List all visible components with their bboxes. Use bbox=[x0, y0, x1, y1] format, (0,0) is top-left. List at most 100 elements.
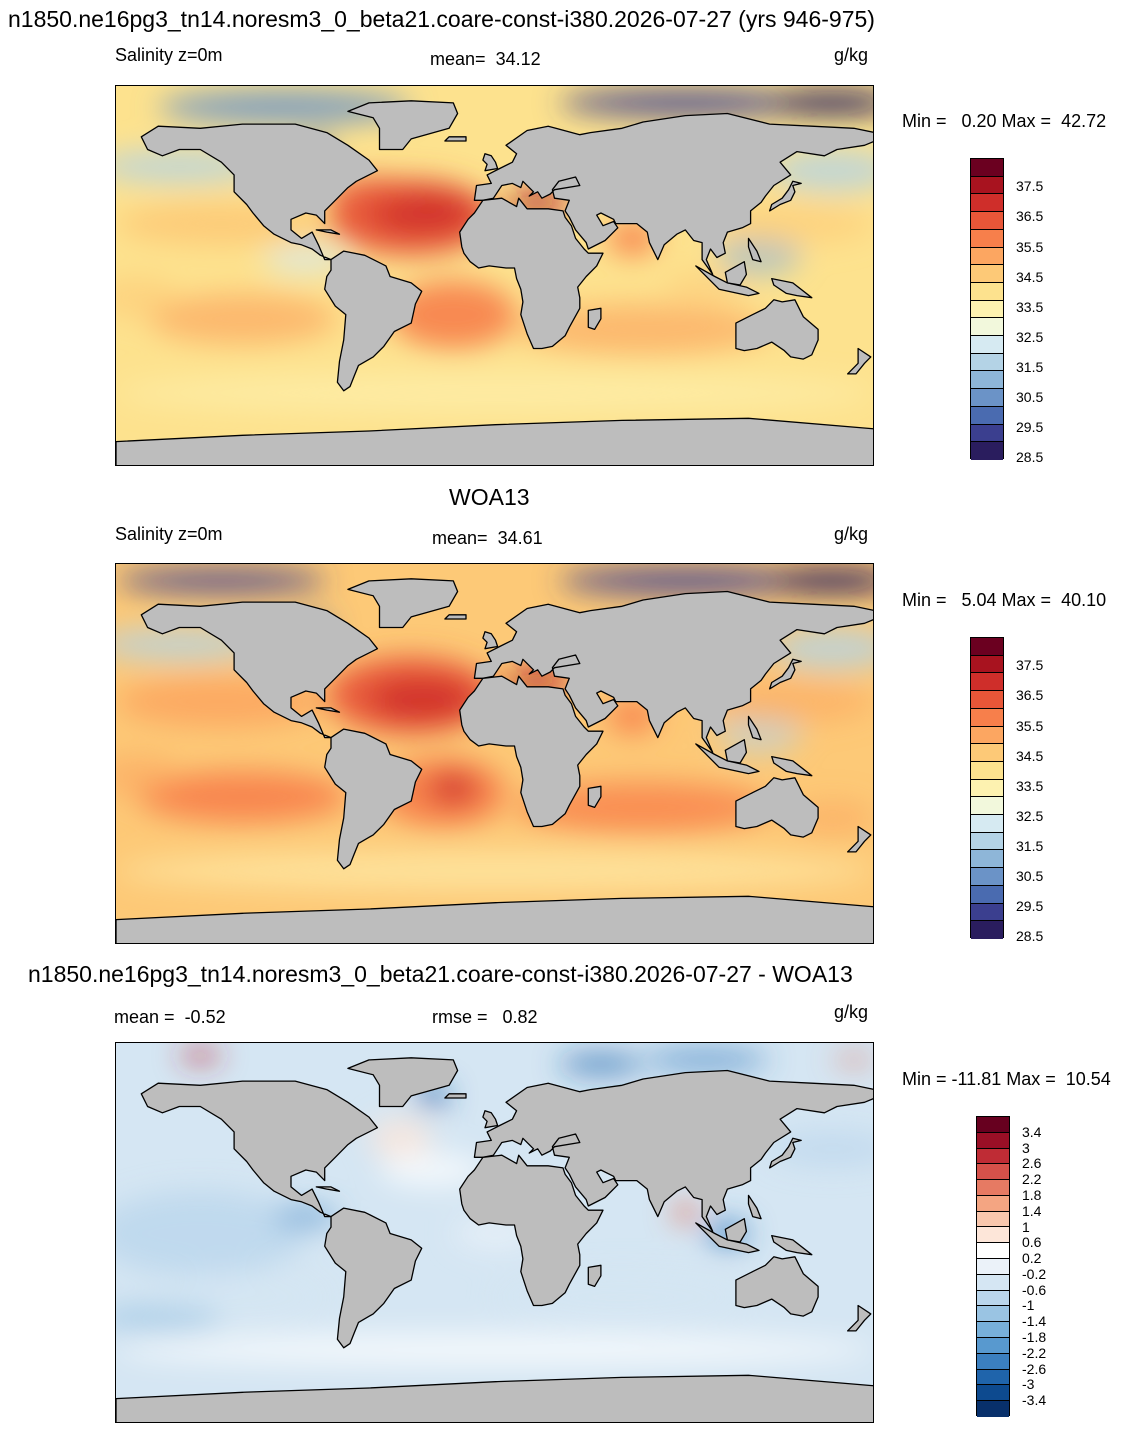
land-antarctica bbox=[116, 1374, 873, 1422]
field-blob bbox=[369, 678, 475, 721]
colorbar-segment bbox=[971, 247, 1003, 266]
land-uk bbox=[482, 153, 499, 172]
salinity-difference-map bbox=[115, 1042, 874, 1423]
colorbar-tick-label: 2.2 bbox=[1022, 1171, 1042, 1188]
land-borneo bbox=[724, 739, 748, 764]
colorbar-tick-label: 28.5 bbox=[1016, 928, 1044, 945]
field-blob bbox=[769, 90, 873, 116]
land-northAmerica bbox=[140, 123, 379, 261]
map-svg bbox=[116, 1043, 873, 1422]
field-blob bbox=[516, 304, 770, 355]
field-blob bbox=[116, 1305, 222, 1331]
map-svg bbox=[116, 86, 873, 465]
colorbar-segment bbox=[971, 779, 1003, 798]
colorbar-segment bbox=[971, 691, 1003, 709]
colorbar-segment bbox=[977, 1243, 1009, 1260]
land-eurasia bbox=[473, 112, 873, 276]
colorbar-segment bbox=[977, 1353, 1009, 1370]
colorbar-segment bbox=[977, 1132, 1009, 1149]
colorbar-tick-label: 31.5 bbox=[1016, 358, 1044, 375]
colorbar-tick-label: 37.5 bbox=[1016, 657, 1044, 674]
colorbar-tick-label: 0.6 bbox=[1022, 1234, 1042, 1251]
colorbar-tick-label: -1.8 bbox=[1022, 1329, 1047, 1346]
panel2-units: g/kg bbox=[834, 524, 869, 544]
land-eurasia bbox=[473, 1069, 873, 1233]
field-blob bbox=[116, 754, 180, 797]
colorbar-tick-label: 32.5 bbox=[1016, 807, 1044, 824]
colorbar-tick-label: 1.8 bbox=[1022, 1186, 1042, 1203]
land-newZealand bbox=[846, 1304, 872, 1332]
figure-title: n1850.ne16pg3_tn14.noresm3_0_beta21.coar… bbox=[8, 6, 875, 32]
colorbar-segment bbox=[971, 655, 1003, 674]
land-southAmerica bbox=[324, 250, 423, 392]
land-africa bbox=[459, 675, 604, 828]
field-blob bbox=[263, 246, 348, 273]
colorbar-segment bbox=[971, 229, 1003, 248]
colorbar-tick-label: -1.4 bbox=[1022, 1313, 1047, 1330]
panel3-mean: mean = -0.52 bbox=[114, 1007, 226, 1027]
field-blob bbox=[643, 1051, 770, 1069]
field-blob bbox=[516, 782, 770, 833]
field-blob bbox=[158, 90, 412, 125]
colorbar-segment bbox=[971, 300, 1003, 319]
panel2-minmax: Min = 5.04 Max = 40.10 bbox=[902, 590, 1107, 610]
land-cuba bbox=[315, 707, 341, 713]
panel1-mean: mean= 34.12 bbox=[430, 49, 541, 69]
land-borneo bbox=[724, 1218, 748, 1243]
colorbar-segment bbox=[971, 389, 1003, 407]
field-blob bbox=[116, 849, 873, 893]
land-southAmerica bbox=[324, 1207, 423, 1349]
field-blob bbox=[116, 1191, 306, 1276]
colorbar-tick-label: 1 bbox=[1022, 1218, 1030, 1235]
land-japan bbox=[768, 180, 802, 212]
land-antarctica bbox=[116, 417, 873, 465]
salinity-model-map bbox=[115, 85, 874, 466]
colorbar-tick-label: 37.5 bbox=[1016, 178, 1044, 195]
colorbar-segment bbox=[971, 868, 1003, 886]
colorbar-tick-label: 1.4 bbox=[1022, 1202, 1042, 1219]
colorbar-segment bbox=[977, 1306, 1009, 1323]
field-blob bbox=[379, 1153, 485, 1187]
colorbar-tick-label: -0.2 bbox=[1022, 1265, 1047, 1282]
colorbar-segment bbox=[977, 1337, 1009, 1354]
panel1-minmax: Min = 0.20 Max = 42.72 bbox=[902, 111, 1107, 131]
panel2-title: WOA13 bbox=[449, 484, 530, 510]
colorbar-segment bbox=[971, 265, 1003, 283]
panel3-minmax: Min = -11.81 Max = 10.54 bbox=[902, 1069, 1111, 1089]
colorbar-segment bbox=[977, 1259, 1009, 1275]
panel1-variable-label: Salinity z=0m bbox=[115, 45, 223, 65]
land-australia bbox=[735, 299, 819, 360]
colorbar-segment bbox=[971, 708, 1003, 727]
land-northAmerica bbox=[140, 601, 379, 739]
diff-title: n1850.ne16pg3_tn14.noresm3_0_beta21.coar… bbox=[28, 961, 853, 987]
colorbar-difference bbox=[976, 1116, 1010, 1417]
colorbar-segment bbox=[977, 1385, 1009, 1402]
land-newZealand bbox=[846, 347, 872, 375]
colorbar-segment bbox=[977, 1148, 1009, 1165]
colorbar-tick-label: 29.5 bbox=[1016, 898, 1044, 915]
colorbar-segment bbox=[971, 815, 1003, 833]
land-japan bbox=[768, 1137, 802, 1169]
colorbar-segment bbox=[977, 1180, 1009, 1196]
field-blob bbox=[558, 90, 812, 116]
colorbar-segment bbox=[971, 353, 1003, 372]
land-iceland bbox=[444, 1093, 467, 1099]
land-northAmerica bbox=[140, 1080, 379, 1218]
land-madagascar bbox=[587, 1264, 602, 1288]
field-blob bbox=[832, 1053, 873, 1067]
colorbar-segment bbox=[977, 1290, 1009, 1307]
colorbar-segment bbox=[971, 424, 1003, 443]
panel1-units: g/kg bbox=[834, 45, 869, 65]
land-philippines bbox=[747, 715, 762, 741]
field-blob bbox=[769, 568, 873, 594]
colorbar-woa13 bbox=[970, 637, 1004, 939]
land-africa bbox=[459, 1154, 604, 1307]
colorbar-tick-label: 34.5 bbox=[1016, 747, 1044, 764]
colorbar-segment bbox=[977, 1211, 1009, 1228]
colorbar-segment bbox=[971, 673, 1003, 692]
colorbar-segment bbox=[977, 1369, 1009, 1386]
colorbar-tick-label: -3.4 bbox=[1022, 1392, 1047, 1409]
land-newGuinea bbox=[771, 277, 813, 299]
field-blob bbox=[116, 371, 873, 415]
colorbar-segment bbox=[971, 638, 1003, 656]
